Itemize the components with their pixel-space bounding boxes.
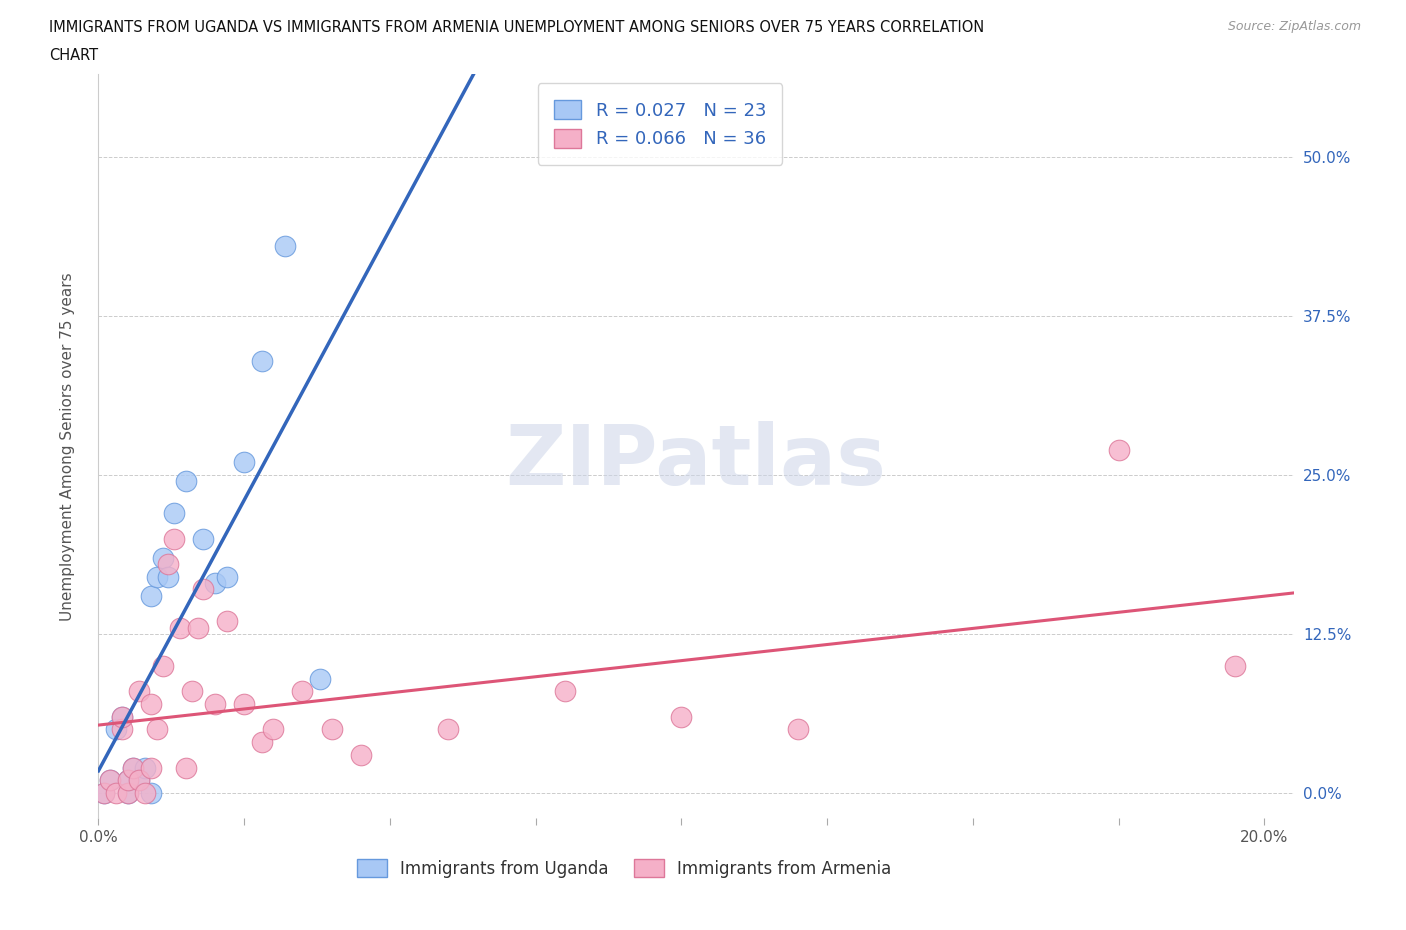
Point [250, 353, 273, 368]
Point [250, 735, 273, 750]
Point [321, 722, 343, 737]
Point [787, 722, 810, 737]
Point [1108, 442, 1130, 457]
Point [152, 551, 174, 565]
Legend: Immigrants from Uganda, Immigrants from Armenia: Immigrants from Uganda, Immigrants from … [350, 853, 898, 884]
Point [233, 455, 256, 470]
Point [233, 697, 256, 711]
Point [174, 760, 197, 775]
Point [180, 684, 202, 698]
Point [174, 474, 197, 489]
Point [145, 569, 167, 584]
Point [111, 722, 134, 737]
Point [204, 576, 226, 591]
Point [117, 773, 139, 788]
Text: CHART: CHART [49, 48, 98, 63]
Point [139, 760, 162, 775]
Point [139, 589, 162, 604]
Point [128, 684, 150, 698]
Y-axis label: Unemployment Among Seniors over 75 years: Unemployment Among Seniors over 75 years [60, 272, 75, 620]
Text: ZIPatlas: ZIPatlas [506, 420, 886, 502]
Point [139, 697, 162, 711]
Point [117, 786, 139, 801]
Point [309, 671, 332, 686]
Point [134, 760, 156, 775]
Text: IMMIGRANTS FROM UGANDA VS IMMIGRANTS FROM ARMENIA UNEMPLOYMENT AMONG SENIORS OVE: IMMIGRANTS FROM UGANDA VS IMMIGRANTS FRO… [49, 20, 984, 35]
Point [111, 710, 134, 724]
Point [204, 697, 226, 711]
Text: Source: ZipAtlas.com: Source: ZipAtlas.com [1227, 20, 1361, 33]
Point [122, 760, 145, 775]
Point [104, 786, 127, 801]
Point [169, 620, 191, 635]
Point [104, 722, 127, 737]
Point [157, 569, 180, 584]
Point [163, 506, 186, 521]
Point [117, 786, 139, 801]
Point [134, 786, 156, 801]
Point [98, 773, 121, 788]
Point [98, 773, 121, 788]
Point [163, 531, 186, 546]
Point [93, 786, 115, 801]
Point [215, 569, 238, 584]
Point [671, 710, 693, 724]
Point [145, 722, 167, 737]
Point [139, 786, 162, 801]
Point [350, 748, 373, 763]
Point [117, 773, 139, 788]
Point [554, 684, 576, 698]
Point [274, 239, 297, 254]
Point [122, 760, 145, 775]
Point [193, 531, 215, 546]
Point [1225, 658, 1247, 673]
Point [437, 722, 460, 737]
Point [128, 773, 150, 788]
Point [128, 773, 150, 788]
Point [93, 786, 115, 801]
Point [152, 658, 174, 673]
Point [111, 710, 134, 724]
Point [291, 684, 314, 698]
Point [215, 614, 238, 629]
Point [186, 620, 208, 635]
Point [262, 722, 284, 737]
Point [193, 582, 215, 597]
Point [157, 556, 180, 571]
